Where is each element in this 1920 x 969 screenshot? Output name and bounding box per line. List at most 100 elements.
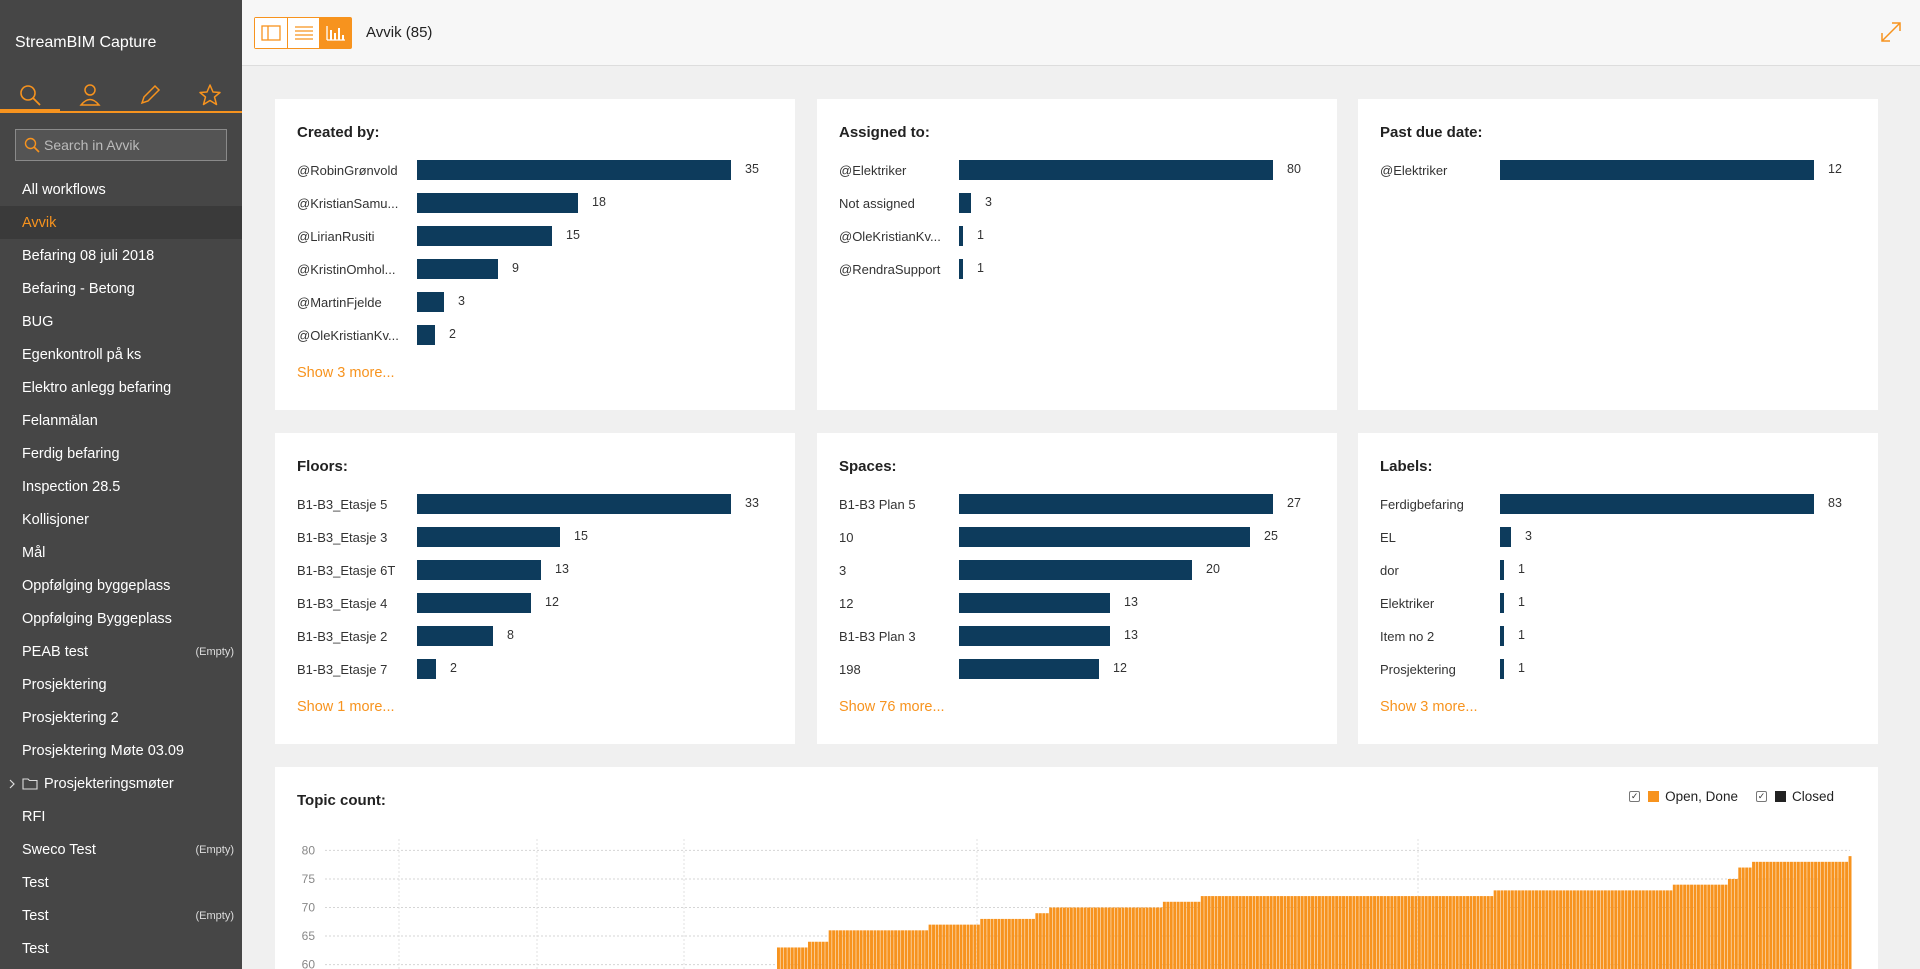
bar-row[interactable]: B1-B3_Etasje 6T 13 [297, 559, 731, 581]
topic-bar [1783, 861, 1787, 969]
bar-row[interactable]: B1-B3_Etasje 7 2 [297, 658, 731, 680]
topic-bar [1838, 861, 1842, 969]
header: Avvik (85) [242, 0, 1920, 66]
bar-label: B1-B3_Etasje 2 [297, 628, 388, 644]
bar-row[interactable]: B1-B3 Plan 3 13 [839, 625, 1273, 647]
workflow-item[interactable]: Sweco Test (Empty) [0, 833, 242, 866]
bar-row[interactable]: 198 12 [839, 658, 1273, 680]
workflow-item[interactable]: Egenkontroll på ks [0, 338, 242, 371]
workflow-item[interactable]: All workflows [0, 173, 242, 206]
show-more-link[interactable]: Show 76 more... [839, 699, 945, 715]
bar-fill [417, 527, 560, 547]
topic-bar [1576, 890, 1580, 969]
tab-user[interactable] [60, 79, 120, 111]
list-view-icon [294, 25, 313, 40]
search-input[interactable] [44, 137, 224, 153]
bar-row[interactable]: B1-B3_Etasje 3 15 [297, 526, 731, 548]
bar-row[interactable]: @Elektriker 12 [1380, 159, 1842, 181]
topic-bar [1510, 890, 1514, 969]
workflow-item[interactable]: BUG [0, 305, 242, 338]
legend-checkbox[interactable]: ✓ [1755, 791, 1767, 802]
bar-row[interactable]: Prosjektering 1 [1380, 658, 1814, 680]
bar-value: 12 [1113, 661, 1127, 675]
bar-row[interactable]: @LirianRusiti 15 [297, 225, 731, 247]
bar-row[interactable]: @OleKristianKv... 1 [839, 225, 1273, 247]
bar-row[interactable]: @KristianSamu... 18 [297, 192, 731, 214]
legend-checkbox[interactable]: ✓ [1629, 791, 1641, 802]
topic-bar [1803, 861, 1807, 969]
topic-bar [1528, 890, 1532, 969]
workflow-item[interactable]: Prosjektering Møte 03.09 [0, 734, 242, 767]
bar-row[interactable]: @Elektriker 80 [839, 159, 1301, 181]
bar-row[interactable]: B1-B3 Plan 5 27 [839, 493, 1301, 515]
workflow-item[interactable]: Kollisjoner [0, 503, 242, 536]
stats-panel: Created by: @RobinGrønvold 35 @KristianSamu… [275, 99, 795, 410]
workflow-item[interactable]: Test (Empty) [0, 899, 242, 932]
topic-count-chart: 60 65 70 75 80 [302, 839, 1852, 969]
bar-row[interactable]: Not assigned 3 [839, 192, 1273, 214]
bar-row[interactable]: EL 3 [1380, 526, 1814, 548]
y-tick-label: 70 [302, 901, 316, 915]
topic-bar [1369, 896, 1373, 969]
workflow-item[interactable]: Inspection 28.5 [0, 470, 242, 503]
split-view-button[interactable] [255, 17, 287, 48]
legend-swatch [1774, 791, 1786, 802]
bar-fill [959, 160, 1273, 180]
bar-row[interactable]: B1-B3_Etasje 4 12 [297, 592, 731, 614]
bar-row[interactable]: dor 1 [1380, 559, 1814, 581]
workflow-item[interactable]: Elektro anlegg befaring [0, 371, 242, 404]
workflow-item[interactable]: Befaring - Betong [0, 272, 242, 305]
workflow-item[interactable]: Avvik [0, 206, 242, 239]
workflow-item[interactable]: Mål [0, 536, 242, 569]
bar-row[interactable]: 3 20 [839, 559, 1273, 581]
workflow-item[interactable]: Test [0, 866, 242, 899]
bar-row[interactable]: Ferdigbefaring 83 [1380, 493, 1842, 515]
topic-bar [1493, 890, 1497, 969]
bar-track: 15 [417, 226, 731, 246]
workflow-item[interactable]: Prosjektering [0, 668, 242, 701]
bar-row[interactable]: @RendraSupport 1 [839, 258, 1273, 280]
chevron-right-icon[interactable] [8, 779, 16, 789]
topic-bar [1266, 896, 1270, 969]
tab-edit[interactable] [120, 79, 180, 111]
bar-row[interactable]: @RobinGrønvold 35 [297, 159, 759, 181]
bar-row[interactable]: 10 25 [839, 526, 1278, 548]
bar-row[interactable]: 12 13 [839, 592, 1273, 614]
topic-bar [1538, 890, 1542, 969]
workflow-item[interactable]: Oppfølging byggeplass [0, 569, 242, 602]
workflow-item[interactable]: Felanmälan [0, 404, 242, 437]
bar-row[interactable]: B1-B3_Etasje 2 8 [297, 625, 731, 647]
tab-favorites[interactable] [180, 79, 240, 111]
workflow-item[interactable]: Ferdig befaring [0, 437, 242, 470]
bar-row[interactable]: @KristinOmhol... 9 [297, 258, 731, 280]
workflow-item[interactable]: Test [0, 932, 242, 965]
workflow-item[interactable]: Prosjektering 2 [0, 701, 242, 734]
topic-bar [1472, 896, 1476, 969]
legend-item-closed[interactable]: ✓ Closed [1755, 789, 1834, 804]
bar-row[interactable]: @MartinFjelde 3 [297, 291, 731, 313]
topic-bar [1242, 896, 1246, 969]
topic-bar [1100, 907, 1104, 969]
topic-bar [1597, 890, 1600, 969]
topic-bar [1042, 913, 1046, 969]
legend-item-open-done[interactable]: ✓ Open, Done [1629, 789, 1738, 804]
show-more-link[interactable]: Show 3 more... [1380, 699, 1478, 715]
search-icon [20, 85, 41, 106]
workflow-item[interactable]: Oppfølging Byggeplass [0, 602, 242, 635]
workflow-item[interactable]: Befaring 08 juli 2018 [0, 239, 242, 272]
show-more-link[interactable]: Show 3 more... [297, 365, 395, 381]
list-view-button[interactable] [287, 17, 319, 48]
show-more-link[interactable]: Show 1 more... [297, 699, 395, 715]
chart-view-button[interactable] [319, 17, 351, 48]
bar-row[interactable]: Elektriker 1 [1380, 592, 1814, 614]
tab-search[interactable] [0, 79, 60, 113]
workflow-item[interactable]: PEAB test (Empty) [0, 635, 242, 668]
bar-row[interactable]: Item no 2 1 [1380, 625, 1814, 647]
bar-row[interactable]: B1-B3_Etasje 5 33 [297, 493, 759, 515]
bar-row[interactable]: @OleKristianKv... 2 [297, 324, 731, 346]
bar-label: 198 [839, 661, 861, 677]
topic-bar [1469, 896, 1473, 969]
workflow-item[interactable]: RFI [0, 800, 242, 833]
workflow-item[interactable]: Prosjekteringsmøter [0, 767, 242, 800]
topic-bar [932, 924, 935, 969]
